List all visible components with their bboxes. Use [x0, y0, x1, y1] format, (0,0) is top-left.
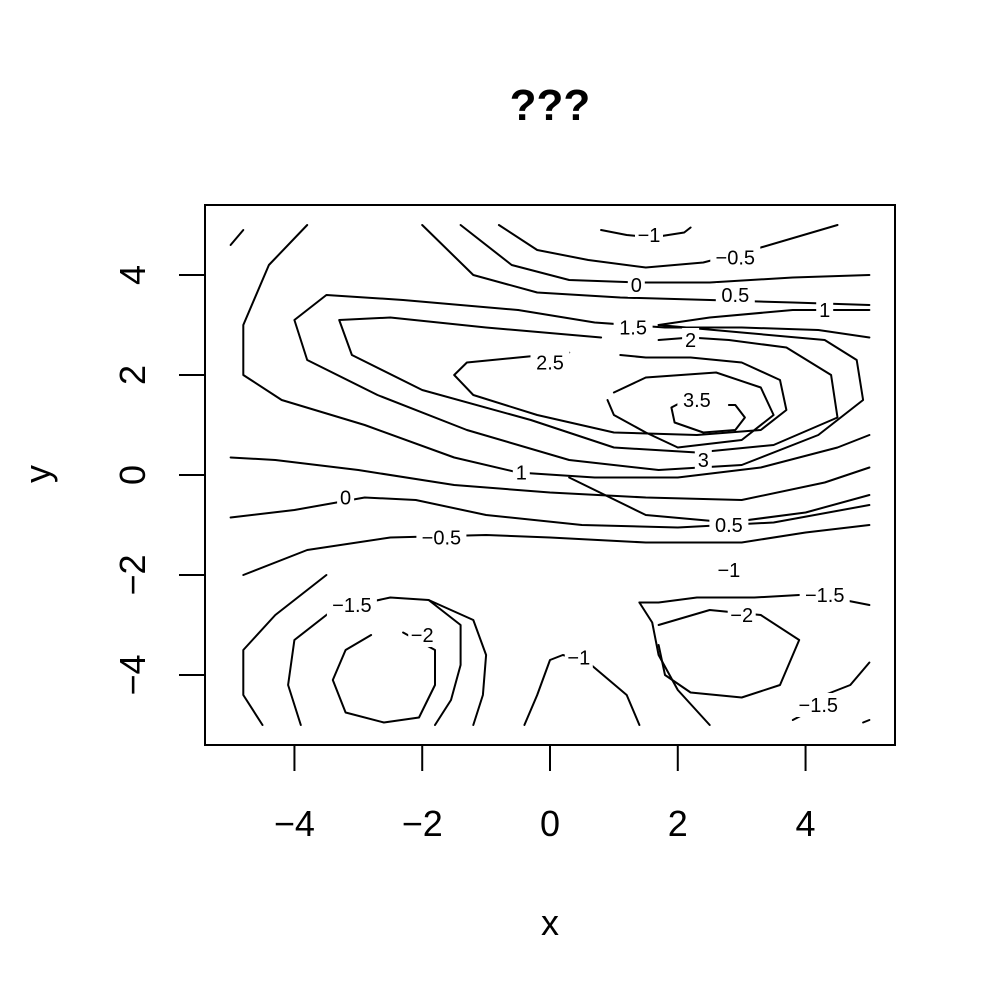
contour-label-background	[677, 388, 717, 412]
y-axis-label: y	[17, 465, 58, 483]
contour-line	[427, 599, 462, 726]
contour-line	[331, 631, 436, 724]
contour-line	[862, 719, 871, 724]
contour-line	[823, 661, 871, 696]
contour-line	[242, 524, 871, 576]
contour-line	[606, 371, 775, 449]
x-tick-label: −4	[274, 803, 315, 844]
contour-line	[421, 224, 871, 306]
y-tick-label: −4	[112, 654, 153, 695]
contour-label: 0	[340, 488, 351, 510]
contour-line	[287, 596, 430, 726]
contour-label-background	[613, 315, 653, 340]
contour-label: 1	[819, 300, 830, 322]
contour-line	[638, 601, 711, 726]
contour-line	[453, 351, 788, 436]
contour-label: −0.5	[422, 528, 461, 550]
contour-label: 0.5	[721, 285, 749, 307]
contour-line	[293, 294, 865, 471]
contour-label: 2	[685, 330, 696, 352]
contour-label-background	[714, 558, 743, 582]
contour-line	[638, 594, 801, 604]
contour-label: 0.5	[715, 515, 743, 537]
x-tick-label: 2	[668, 803, 688, 844]
contour-label-background	[682, 328, 700, 352]
contour-label: −1.5	[799, 695, 838, 717]
x-tick-label: 0	[540, 803, 560, 844]
contour-label-background	[793, 693, 844, 717]
contour-line	[229, 496, 871, 529]
contour-label: −1.5	[332, 595, 371, 617]
contour-label: 1	[516, 463, 527, 485]
y-tick-label: 0	[112, 465, 153, 485]
x-axis-label: x	[541, 902, 559, 943]
contour-lines	[229, 224, 871, 726]
contour-label: −0.5	[716, 248, 755, 270]
y-tick-label: −2	[112, 554, 153, 595]
contour-label-background	[627, 273, 645, 297]
contour-label-background	[635, 223, 663, 247]
contour-line	[229, 456, 871, 501]
contour-line	[657, 609, 801, 699]
x-tick-label: −2	[402, 803, 443, 844]
contour-label-background	[727, 603, 756, 627]
contour-label-background	[326, 593, 377, 617]
contour-label-background	[816, 298, 834, 322]
contour-label-background	[337, 485, 355, 510]
chart-title: ???	[510, 81, 591, 130]
contour-label-background	[408, 623, 437, 647]
contour-label: −1	[638, 225, 661, 247]
y-tick-label: 4	[112, 265, 153, 285]
contour-label: 3	[698, 450, 709, 472]
contour-label-background	[512, 460, 530, 485]
axes: −4 −2 0 2 4 −4 −2 0 2 4	[112, 265, 816, 844]
contour-line	[670, 396, 746, 434]
contour-label-background	[416, 525, 467, 550]
contour-line	[242, 574, 328, 726]
contour-label-background	[710, 245, 761, 270]
contour-line	[497, 224, 839, 269]
x-tick-label: 4	[796, 803, 816, 844]
contour-label: 2.5	[536, 353, 564, 375]
contour-label: 0	[631, 275, 642, 297]
contour-line	[427, 599, 488, 726]
contour-label-background	[694, 448, 712, 472]
contour-label: 3.5	[683, 390, 711, 412]
contour-line	[517, 309, 871, 339]
contour-label: −2	[411, 625, 434, 647]
plot-frame	[204, 204, 896, 746]
contour-line	[587, 661, 641, 726]
contour-label-background	[715, 283, 755, 307]
contour-line	[242, 224, 871, 479]
contour-labels: −1 −0.5 0 0.5 1 1.5 2 2.5 3.5 3 1 0 −0.5 0.5 −1 −1.5 −1.…	[326, 223, 850, 717]
contour-label: −1.5	[805, 585, 844, 607]
contour-label: 1.5	[619, 318, 647, 340]
contour-line	[229, 229, 245, 246]
contour-label: −1	[567, 648, 590, 670]
contour-label-background	[530, 350, 570, 375]
contour-label-background	[564, 645, 593, 670]
contour-label-background	[709, 513, 749, 537]
contour-label: −2	[730, 605, 753, 627]
contour-line	[657, 309, 871, 326]
contour-line	[338, 316, 839, 454]
y-tick-label: 2	[112, 365, 153, 385]
contour-label: −1	[717, 560, 740, 582]
contour-label-background	[799, 583, 850, 607]
